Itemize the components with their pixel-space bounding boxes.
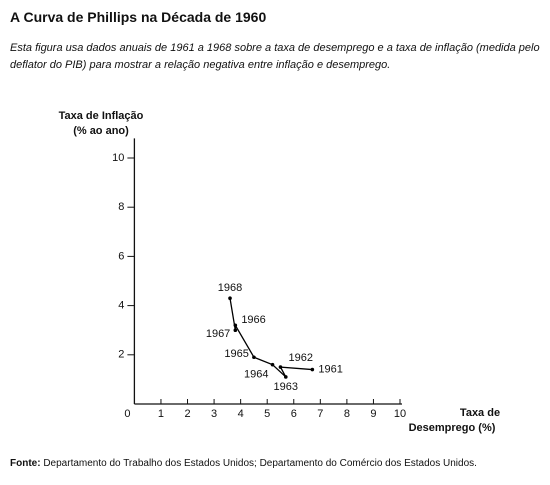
x-tick-label: 6 xyxy=(291,408,297,420)
source-label: Fonte: xyxy=(10,458,41,469)
point-label: 1965 xyxy=(224,348,248,360)
point-label: 1961 xyxy=(318,363,342,375)
x-tick-label: 5 xyxy=(264,408,270,420)
source-text: Departamento do Trabalho dos Estados Uni… xyxy=(43,458,477,469)
x-tick-label: 4 xyxy=(238,408,244,420)
y-tick-label: 4 xyxy=(118,300,124,312)
data-point xyxy=(233,328,238,333)
data-point xyxy=(310,367,315,372)
data-point xyxy=(228,296,232,301)
x-tick-label: 3 xyxy=(211,408,217,420)
chart: Taxa de Inflação (% ao ano) Taxa de Dese… xyxy=(59,110,500,434)
x-tick-label: 7 xyxy=(317,408,323,420)
y-tick-label: 8 xyxy=(118,201,124,213)
data-point xyxy=(252,355,256,360)
data-point xyxy=(278,365,283,369)
x-tick-label: 10 xyxy=(394,408,406,420)
x-tick-label: 0 xyxy=(124,408,130,420)
y-tick-label: 6 xyxy=(118,250,124,262)
y-tick-label: 10 xyxy=(112,152,124,164)
x-axis-label: Taxa de xyxy=(460,407,500,419)
data-point xyxy=(270,362,275,367)
x-tick-label: 2 xyxy=(184,408,190,420)
chart-subtitle: Esta figura usa dados anuais de 1961 a 1… xyxy=(10,42,540,71)
point-label: 1962 xyxy=(288,352,312,364)
x-tick-label: 8 xyxy=(344,408,350,420)
y-axis-label: Taxa de Inflação xyxy=(59,110,144,122)
data-point xyxy=(233,323,238,328)
x-axis-label: Desemprego (%) xyxy=(409,422,496,434)
point-label: 1968 xyxy=(218,282,242,294)
point-label: 1967 xyxy=(206,328,230,340)
point-label: 1963 xyxy=(274,381,298,393)
x-tick-label: 1 xyxy=(158,408,164,420)
chart-title: A Curva de Phillips na Década de 1960 xyxy=(10,9,267,25)
y-axis-label: (% ao ano) xyxy=(73,125,129,137)
y-tick-label: 2 xyxy=(118,349,124,361)
point-label: 1966 xyxy=(241,314,265,326)
source: Fonte: Departamento do Trabalho dos Esta… xyxy=(10,458,477,469)
point-label: 1964 xyxy=(244,369,268,381)
data-point xyxy=(283,375,288,379)
x-tick-label: 9 xyxy=(370,408,376,420)
